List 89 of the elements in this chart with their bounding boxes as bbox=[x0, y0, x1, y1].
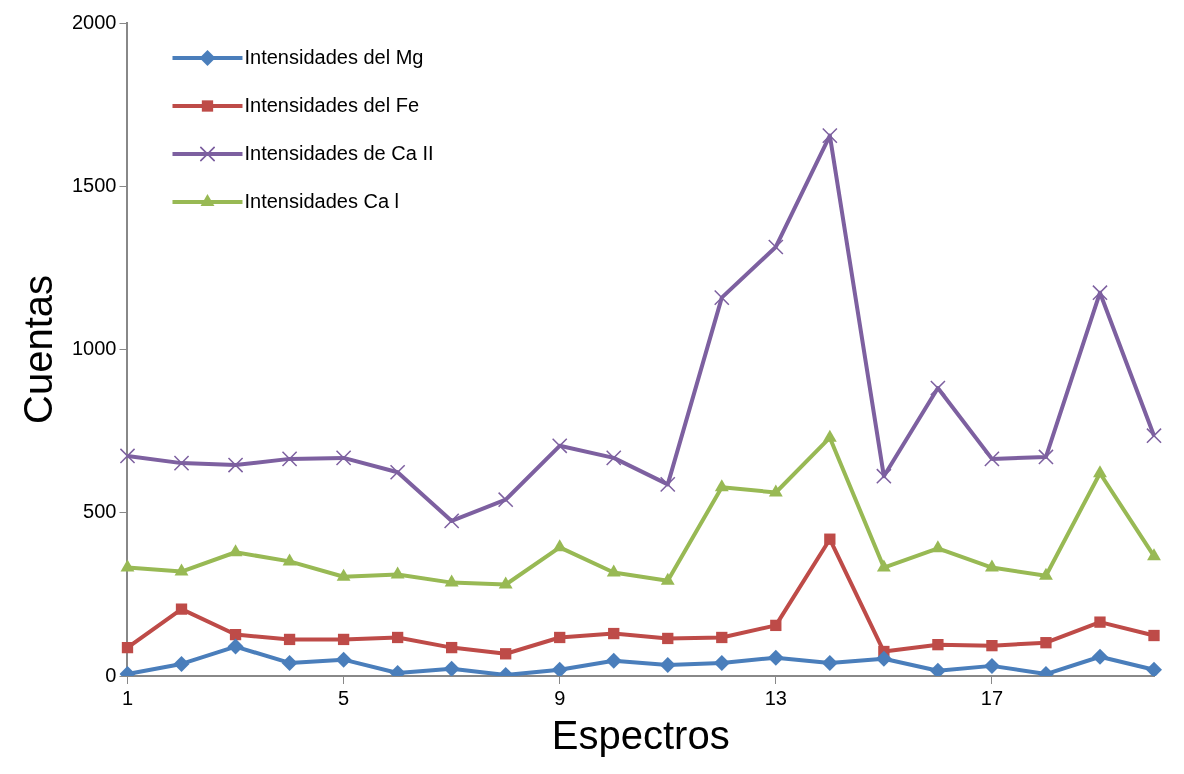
x-tick-label: 5 bbox=[338, 686, 350, 709]
y-axis-title: Cuentas bbox=[16, 275, 61, 424]
point bbox=[554, 631, 566, 644]
point bbox=[1091, 648, 1108, 665]
point bbox=[1038, 449, 1054, 465]
point bbox=[984, 559, 999, 572]
point bbox=[121, 641, 134, 654]
point bbox=[1148, 629, 1160, 642]
point bbox=[500, 648, 512, 660]
legend-label: Intensidades del Mg bbox=[244, 45, 424, 68]
point bbox=[335, 651, 352, 668]
point bbox=[1147, 548, 1161, 561]
point bbox=[605, 652, 622, 669]
point bbox=[173, 655, 190, 672]
point bbox=[876, 468, 892, 484]
point bbox=[824, 533, 836, 545]
point bbox=[552, 539, 567, 552]
point bbox=[391, 631, 404, 644]
point bbox=[713, 289, 730, 306]
point bbox=[227, 457, 244, 473]
point bbox=[283, 633, 296, 646]
point bbox=[822, 127, 838, 144]
y-tick-label: 1000 bbox=[71, 337, 117, 360]
legend-label: Intensidades Ca l bbox=[244, 189, 400, 212]
point bbox=[986, 639, 998, 652]
point bbox=[228, 544, 243, 557]
point bbox=[605, 450, 622, 466]
point bbox=[714, 479, 729, 492]
point bbox=[444, 574, 459, 587]
point bbox=[281, 654, 298, 671]
point bbox=[1146, 661, 1162, 676]
point bbox=[716, 631, 728, 644]
point bbox=[336, 568, 351, 581]
y-tick-label: 1500 bbox=[71, 173, 117, 196]
point bbox=[822, 429, 837, 442]
point bbox=[932, 639, 944, 651]
point bbox=[551, 661, 568, 676]
point bbox=[770, 619, 782, 632]
point bbox=[984, 451, 1000, 467]
point bbox=[389, 464, 406, 481]
point bbox=[446, 641, 458, 654]
point bbox=[930, 540, 945, 553]
point bbox=[875, 650, 892, 667]
x-tick-label: 9 bbox=[554, 686, 566, 709]
point bbox=[335, 450, 352, 466]
y-tick-label: 2000 bbox=[71, 10, 117, 33]
x-tick-label: 1 bbox=[121, 686, 134, 709]
point bbox=[660, 572, 675, 585]
point bbox=[390, 566, 405, 579]
point bbox=[768, 484, 783, 497]
point bbox=[282, 553, 297, 566]
point bbox=[606, 564, 621, 577]
point bbox=[608, 627, 620, 640]
point bbox=[929, 662, 946, 676]
point bbox=[120, 559, 135, 572]
point bbox=[281, 451, 298, 467]
point bbox=[229, 628, 242, 641]
point bbox=[983, 657, 1000, 674]
x-axis-title: Espectros bbox=[551, 713, 730, 758]
x-tick-label: 17 bbox=[980, 686, 1004, 709]
point bbox=[659, 476, 676, 493]
y-tick-label: 500 bbox=[83, 500, 117, 523]
point bbox=[876, 559, 891, 572]
point bbox=[1094, 616, 1106, 628]
point bbox=[1040, 637, 1052, 649]
point bbox=[713, 654, 730, 671]
point bbox=[662, 632, 674, 645]
point bbox=[551, 438, 568, 454]
point bbox=[1039, 567, 1053, 580]
point bbox=[173, 455, 190, 471]
point bbox=[1092, 284, 1108, 301]
point bbox=[119, 448, 136, 464]
point bbox=[498, 576, 513, 589]
x-tick-label: 13 bbox=[764, 686, 787, 709]
legend-label: Intensidades del Fe bbox=[244, 93, 420, 116]
point bbox=[443, 513, 460, 529]
point bbox=[767, 649, 784, 666]
y-tick-label: 0 bbox=[105, 663, 117, 686]
point bbox=[227, 638, 244, 655]
point bbox=[1146, 427, 1162, 444]
point bbox=[659, 656, 676, 673]
point bbox=[174, 563, 189, 576]
point bbox=[337, 633, 350, 646]
legend-label: Intensidades de Ca II bbox=[244, 141, 434, 164]
point bbox=[1093, 465, 1107, 478]
point bbox=[175, 603, 188, 615]
point bbox=[497, 491, 514, 508]
point bbox=[443, 660, 460, 676]
point bbox=[821, 654, 838, 671]
